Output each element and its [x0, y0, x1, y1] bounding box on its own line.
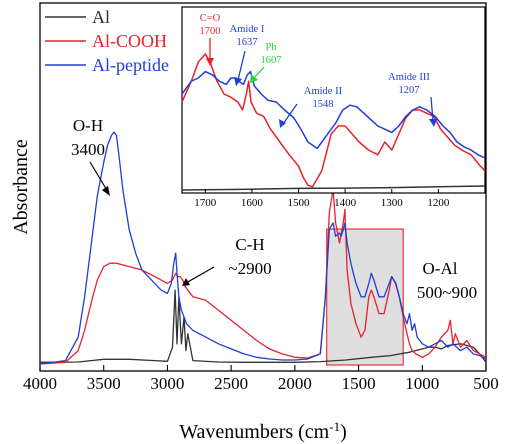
- inset-tick-label: 1600: [241, 197, 264, 209]
- inset-annotation-value: 1700: [200, 26, 221, 37]
- x-tick-label: 3000: [150, 374, 184, 393]
- legend-label-al-peptide: Al-peptide: [92, 55, 169, 75]
- inset-annotation-arrow: [282, 103, 298, 125]
- inset-annotation-arrowhead: [250, 74, 258, 83]
- plot-frame: [39, 2, 487, 372]
- inset: 1700 1600 1500 1400 1300 1200 C=O 1700 Amide I 1…: [181, 6, 486, 209]
- y-axis-label: Absorbance: [10, 139, 32, 235]
- annotation-ch-arrow: [185, 266, 215, 284]
- inset-annotation-value: 1637: [237, 37, 258, 48]
- legend-label-al-cooh: Al-COOH: [92, 31, 167, 51]
- inset-annotation-value: 1607: [261, 55, 282, 66]
- inset-annotation-arrow: [237, 50, 246, 81]
- x-axis-label-text: Wavenumbers (cm: [179, 421, 329, 443]
- annotation-ch-value: ~2900: [228, 259, 271, 278]
- annotation-oal-label: O-Al: [423, 259, 458, 278]
- inset-frame: [181, 6, 486, 194]
- inset-tick-label: 1300: [381, 197, 404, 209]
- x-tick-label: 1500: [342, 374, 376, 393]
- x-axis-label: Wavenumbers (cm-1): [179, 419, 347, 443]
- annotation-ch-arrowhead: [182, 278, 190, 286]
- annotation-oal: O-Al 500~900: [417, 259, 477, 302]
- inset-annotation-label: Amide III: [388, 72, 430, 83]
- inset-tick-label: 1500: [288, 197, 311, 209]
- annotation-ch: C-H ~2900: [182, 235, 272, 286]
- inset-annotation-arrowhead: [234, 77, 242, 86]
- annotation-oh-label: O-H: [73, 116, 103, 135]
- inset-annotation-label: C=O: [200, 13, 221, 24]
- legend: Al Al-COOH Al-peptide: [45, 7, 169, 75]
- inset-tick-label: 1400: [334, 197, 357, 209]
- annotation-oh-arrow: [89, 161, 109, 193]
- inset-line-al-cooh: [181, 53, 486, 188]
- inset-annotation-arrow: [253, 66, 265, 79]
- inset-annotation-value: 1548: [313, 99, 334, 110]
- inset-annotation-arrowhead: [429, 119, 437, 127]
- x-tick-label: 2000: [278, 374, 312, 393]
- inset-annotation-arrow: [430, 96, 434, 122]
- x-axis-label-end: ): [340, 421, 347, 443]
- x-tick-label: 2500: [214, 374, 248, 393]
- inset-annotations: C=O 1700 Amide I 1637 Ph 1607 Amide II 1548 Amid…: [200, 13, 437, 128]
- inset-annotation-label: Amide II: [304, 86, 343, 97]
- annotation-oh-value: 3400: [71, 140, 105, 159]
- main-series-group: [39, 131, 487, 365]
- highlight-region: [326, 228, 404, 366]
- inset-annotation-value: 1207: [399, 85, 420, 96]
- annotation-oal-value: 500~900: [417, 283, 477, 302]
- x-tick-label: 4000: [23, 374, 57, 393]
- x-tick-label: 500: [473, 374, 499, 393]
- x-axis-label-superscript: -1: [329, 419, 340, 434]
- series-line-al-peptide: [39, 131, 487, 365]
- x-axis: 4000 3500 3000 2500 2000 1500 1000 500: [23, 365, 499, 393]
- x-tick-label: 3500: [87, 374, 121, 393]
- inset-tick-label: 1200: [427, 197, 450, 209]
- inset-annotation-label: Ph: [265, 42, 277, 53]
- inset-x-axis: 1700 1600 1500 1400 1300 1200: [194, 189, 450, 209]
- legend-label-al: Al: [92, 7, 110, 27]
- annotation-oh-arrowhead: [102, 186, 110, 196]
- inset-annotation-arrowhead: [206, 58, 214, 66]
- x-tick-label: 1000: [405, 374, 439, 393]
- highlight-rect: [326, 228, 404, 366]
- inset-annotation-arrowhead: [279, 119, 286, 128]
- inset-tick-label: 1700: [194, 197, 217, 209]
- inset-annotation-label: Amide I: [230, 24, 265, 35]
- annotation-oh: O-H 3400: [71, 116, 110, 196]
- series-line-al: [39, 289, 487, 363]
- series-line-al-cooh: [39, 188, 487, 365]
- annotation-ch-label: C-H: [235, 235, 264, 254]
